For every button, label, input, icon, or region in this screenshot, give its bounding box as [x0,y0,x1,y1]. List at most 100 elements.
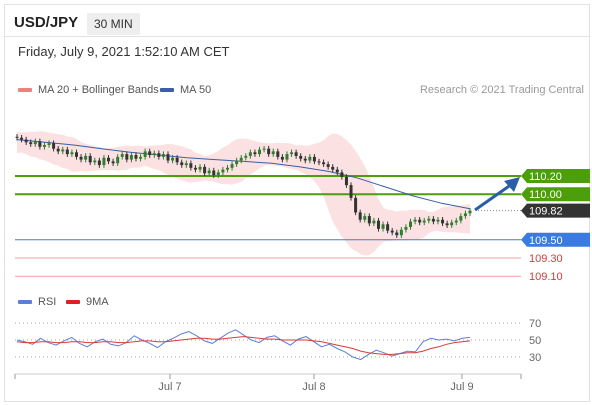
level-label-109.50: 109.50 [529,235,563,247]
candle-body [56,148,60,152]
level-label-109.30: 109.30 [529,253,563,265]
legend-9ma: 9MA [66,296,109,308]
candle-body [431,218,435,222]
candle-body [79,156,83,160]
candle-body [42,145,46,147]
candle-body [381,224,385,229]
candle-body [198,166,202,170]
candle-body [120,154,124,157]
candle-body [88,155,92,163]
candle-body [52,143,56,149]
candle-body [107,157,111,162]
candle-body [280,156,284,160]
legend-label-rsi: RSI [38,296,57,308]
candle-body [267,148,271,155]
legend-label-ma50: MA 50 [180,84,212,96]
candle-body [372,220,376,224]
candle-body [93,160,97,163]
candle-body [427,218,431,221]
candle-body [390,230,394,233]
level-tag-109.50 [521,232,590,247]
candle-body [125,154,129,160]
chart-frame [4,4,590,402]
candle-body [207,170,211,174]
symbol-title: USD/JPY [14,14,79,31]
candle-body [175,157,179,163]
candle-body [47,143,51,146]
candle-body [24,139,28,143]
legend-ma-bb: MA 20 + Bollinger Bands [18,84,159,96]
candle-body [102,157,106,166]
candle-body [65,149,69,155]
rsi-tick-50: 50 [529,335,541,347]
candle-body [244,155,248,158]
candle-body [235,160,239,165]
ma50-line [16,139,471,210]
candle-body [335,169,339,173]
candle-body [171,157,175,161]
candle-body [285,154,289,160]
legend-label-9ma: 9MA [86,296,109,308]
level-label-109.10: 109.10 [529,271,563,283]
candle-body [152,153,156,156]
level-label-110.20: 110.20 [529,171,562,183]
candle-body [358,212,362,220]
level-label-109.82: 109.82 [529,206,563,218]
rsi-tick-70: 70 [529,318,541,330]
candle-body [363,216,367,220]
candle-body [454,220,458,223]
candle-body [129,155,133,160]
candle-body [203,166,207,174]
candle-body [33,141,37,145]
candle-body [180,162,184,166]
candle-body [148,151,152,156]
candle-body [376,220,380,229]
candle-body [276,151,280,157]
candle-body [463,213,467,217]
candle-body [317,161,321,163]
legend-ma50: MA 50 [160,84,211,96]
candle-body [308,156,312,161]
rsi-tick-30: 30 [529,352,541,364]
legend-rsi: RSI [18,296,56,308]
level-tag-110.00 [521,187,590,202]
candle-body [468,210,472,214]
candle-body [74,152,78,157]
candle-body [216,172,220,176]
candle-body [29,142,33,145]
candle-body [354,197,358,213]
candle-body [230,164,234,168]
legend-swatch-ma50 [160,88,174,92]
candle-body [248,152,252,156]
candle-body [166,154,170,161]
candle-body [395,232,399,236]
x-tick-label: Jul 8 [302,381,325,393]
candle-body [20,137,24,140]
candle-body [436,219,440,222]
timeframe-button[interactable]: 30 MIN [87,13,140,35]
candle-body [418,219,422,223]
level-tag-109.82 [521,203,590,218]
candle-body [70,152,74,155]
candle-body [212,170,216,176]
candle-body [271,151,275,155]
x-tick-label: Jul 7 [158,381,181,393]
candle-body [15,136,19,138]
level-label-110.00: 110.00 [529,189,562,201]
candle-body [239,157,243,161]
candle-body [61,149,65,152]
candle-body [349,185,353,198]
candle-body [294,152,298,156]
rsi-9ma-line [16,336,471,355]
candle-body [312,156,316,162]
candle-body [161,154,165,157]
candle-body [344,176,348,186]
candle-body [111,161,115,164]
candle-body [303,158,307,161]
candle-body [84,155,88,160]
candle-body [399,229,403,236]
candle-body [422,220,426,223]
bollinger-band [17,131,470,256]
candle-body [413,219,417,222]
